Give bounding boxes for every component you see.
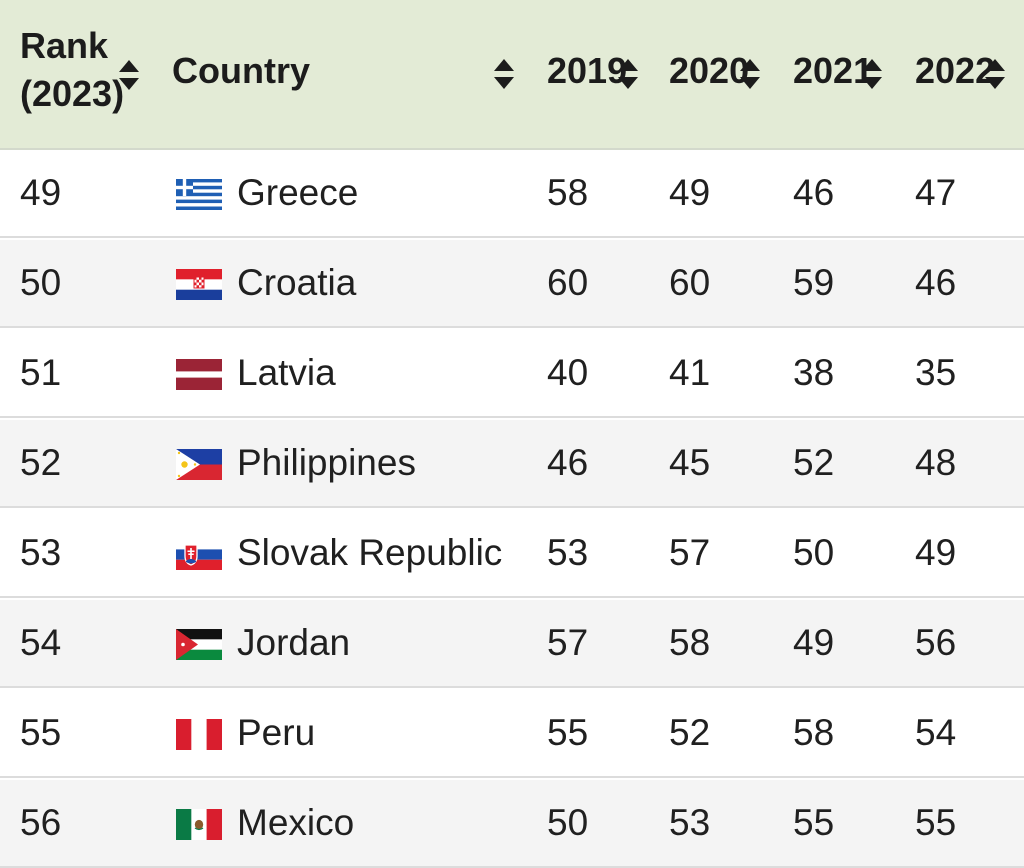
- value-cell-2021: 38: [793, 352, 835, 393]
- value-cell-2022: 47: [915, 172, 957, 213]
- value-cell-2022: 48: [915, 442, 957, 483]
- rank-cell: 55: [20, 712, 62, 753]
- rank-cell: 53: [20, 532, 62, 573]
- slovakia-flag-icon: [176, 539, 222, 570]
- table-row: 55 Peru 55 52 58 54: [0, 690, 1024, 778]
- value-cell-2019: 57: [547, 622, 589, 663]
- value-cell-2022: 46: [915, 262, 957, 303]
- sort-icon[interactable]: [984, 57, 1006, 91]
- year-header-label: 2020: [669, 50, 750, 91]
- value-cell-2021: 59: [793, 262, 835, 303]
- value-cell-2020: 45: [669, 442, 711, 483]
- value-cell-2020: 49: [669, 172, 711, 213]
- column-header-2020[interactable]: 2020: [669, 50, 749, 92]
- table-row: 52 Philippines 46 45 52 48: [0, 420, 1024, 508]
- value-cell-2020: 58: [669, 622, 711, 663]
- sort-icon[interactable]: [861, 57, 883, 91]
- sort-icon[interactable]: [118, 58, 140, 92]
- value-cell-2022: 56: [915, 622, 957, 663]
- rank-cell: 54: [20, 622, 62, 663]
- value-cell-2020: 41: [669, 352, 711, 393]
- value-cell-2021: 52: [793, 442, 835, 483]
- rank-header-sublabel: (2023): [20, 73, 125, 114]
- country-cell: Latvia: [237, 352, 336, 393]
- value-cell-2019: 53: [547, 532, 589, 573]
- year-header-label: 2021: [793, 50, 874, 91]
- sort-icon[interactable]: [617, 57, 639, 91]
- jordan-flag-icon: [176, 629, 222, 660]
- value-cell-2022: 55: [915, 802, 957, 843]
- value-cell-2019: 55: [547, 712, 589, 753]
- column-header-country[interactable]: Country: [172, 50, 310, 91]
- value-cell-2021: 50: [793, 532, 835, 573]
- value-cell-2019: 60: [547, 262, 589, 303]
- peru-flag-icon: [176, 719, 222, 750]
- greece-flag-icon: [176, 179, 222, 210]
- country-cell: Slovak Republic: [237, 532, 503, 573]
- value-cell-2020: 52: [669, 712, 711, 753]
- value-cell-2022: 35: [915, 352, 957, 393]
- sort-icon[interactable]: [739, 57, 761, 91]
- rank-cell: 50: [20, 262, 62, 303]
- rank-header-label: Rank: [20, 25, 109, 66]
- table-row: 56 Mexico 50 53 55 55: [0, 780, 1024, 868]
- rank-cell: 56: [20, 802, 62, 843]
- table-row: 53 Slovak Republic 53 57 50 49: [0, 510, 1024, 598]
- column-header-rank[interactable]: Rank (2023): [20, 22, 124, 118]
- column-header-2022[interactable]: 2022: [915, 50, 995, 92]
- value-cell-2021: 55: [793, 802, 835, 843]
- rank-cell: 49: [20, 172, 62, 213]
- country-cell: Jordan: [237, 622, 351, 663]
- country-cell: Greece: [237, 172, 359, 213]
- value-cell-2022: 54: [915, 712, 957, 753]
- mexico-flag-icon: [176, 809, 222, 840]
- table-row: 49 Greece 58 49 46 47: [0, 150, 1024, 238]
- value-cell-2020: 57: [669, 532, 711, 573]
- column-header-2021[interactable]: 2021: [793, 50, 873, 92]
- croatia-flag-icon: [176, 269, 222, 300]
- value-cell-2022: 49: [915, 532, 957, 573]
- table-row: 54 Jordan 57 58 49 56: [0, 600, 1024, 688]
- year-header-label: 2019: [547, 50, 628, 91]
- value-cell-2019: 40: [547, 352, 589, 393]
- table-row: 51 Latvia 40 41 38 35: [0, 330, 1024, 418]
- value-cell-2019: 46: [547, 442, 589, 483]
- country-cell: Peru: [237, 712, 316, 753]
- philippines-flag-icon: [176, 449, 222, 480]
- rank-cell: 51: [20, 352, 62, 393]
- value-cell-2020: 60: [669, 262, 711, 303]
- value-cell-2020: 53: [669, 802, 711, 843]
- column-header-2019[interactable]: 2019: [547, 50, 627, 92]
- value-cell-2021: 46: [793, 172, 835, 213]
- value-cell-2019: 58: [547, 172, 589, 213]
- latvia-flag-icon: [176, 359, 222, 390]
- country-cell: Croatia: [237, 262, 357, 303]
- value-cell-2021: 49: [793, 622, 835, 663]
- rank-cell: 52: [20, 442, 62, 483]
- value-cell-2019: 50: [547, 802, 589, 843]
- country-cell: Philippines: [237, 442, 416, 483]
- table-row: 50 Croatia 60 60 59 46: [0, 240, 1024, 328]
- value-cell-2021: 58: [793, 712, 835, 753]
- country-cell: Mexico: [237, 802, 355, 843]
- sort-icon[interactable]: [493, 57, 515, 91]
- year-header-label: 2022: [915, 50, 996, 91]
- table-header: Rank (2023) Country 2019 2020 2021 2022: [0, 0, 1024, 150]
